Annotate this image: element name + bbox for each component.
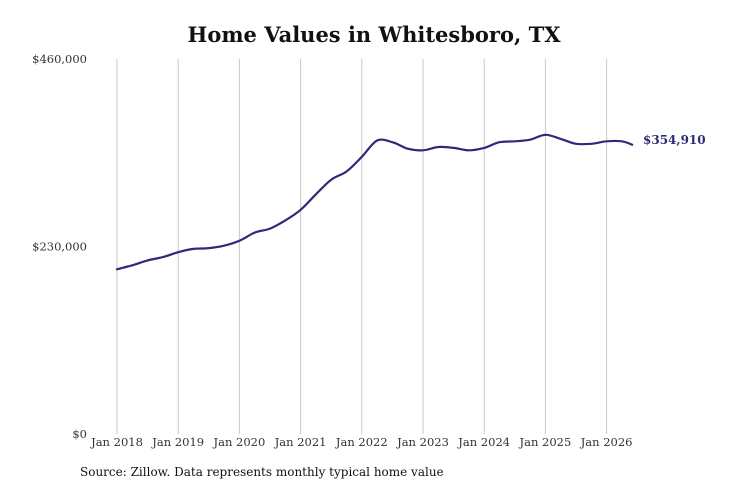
- source-note: Source: Zillow. Data represents monthly …: [80, 465, 444, 479]
- y-tick-label: $460,000: [32, 52, 87, 66]
- x-tick-label: Jan 2021: [274, 435, 327, 449]
- end-value-label: $354,910: [643, 133, 706, 147]
- x-tick-label: Jan 2018: [90, 435, 143, 449]
- x-tick-label: Jan 2023: [396, 435, 449, 449]
- x-tick-label: Jan 2024: [457, 435, 510, 449]
- x-tick-label: Jan 2025: [519, 435, 572, 449]
- x-tick-label: Jan 2019: [151, 435, 204, 449]
- x-axis-ticks: Jan 2018 Jan 2019 Jan 2020 Jan 2021 Jan 2022…: [90, 435, 632, 449]
- grid-lines: [116, 59, 608, 434]
- y-tick-label: $230,000: [32, 240, 87, 254]
- y-axis-ticks: $0 $230,000 $460,000: [32, 52, 87, 441]
- x-tick-label: Jan 2022: [335, 435, 388, 449]
- chart-title: Home Values in Whitesboro, TX: [187, 22, 561, 47]
- y-tick-label: $0: [72, 427, 87, 441]
- x-tick-label: Jan 2026: [580, 435, 633, 449]
- series-line: [115, 133, 634, 271]
- x-tick-label: Jan 2020: [213, 435, 266, 449]
